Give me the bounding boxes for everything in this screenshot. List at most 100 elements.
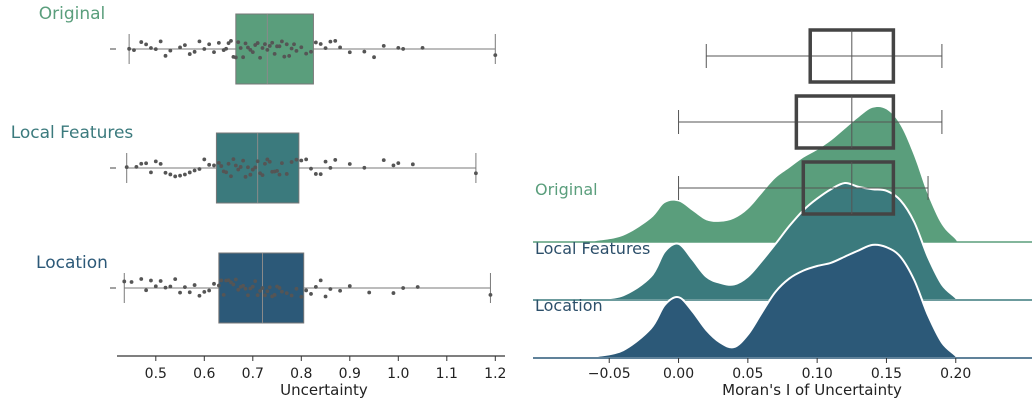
data-point-local-features [149, 170, 153, 175]
data-point-location [168, 284, 173, 289]
data-point-local-features [396, 161, 401, 166]
data-point-local-features [248, 172, 253, 177]
data-point-local-features [173, 174, 178, 179]
data-point-original [238, 46, 243, 50]
data-point-location [328, 287, 333, 291]
data-point-original [233, 55, 238, 60]
data-point-location [284, 291, 289, 296]
data-point-local-features [192, 168, 197, 173]
box-location [801, 160, 896, 216]
data-point-original [241, 55, 246, 60]
data-point-location [250, 284, 255, 289]
data-point-original [328, 39, 333, 44]
data-point-local-features [216, 160, 221, 165]
data-point-original [255, 41, 260, 45]
data-point-original [132, 48, 136, 52]
data-point-local-features [202, 157, 207, 162]
data-point-location [236, 287, 241, 292]
data-point-local-features [284, 172, 289, 176]
data-point-local-features [304, 157, 309, 162]
box-local-features [794, 94, 896, 150]
data-point-original [381, 43, 386, 48]
ridgeline-panel: Original Local Features Location −0.05 0.00 0… [533, 28, 1032, 399]
data-point-original [187, 52, 192, 56]
data-point-location [488, 292, 493, 297]
data-point-local-features [233, 163, 238, 168]
box-group-local-features: Local Features [11, 123, 478, 204]
data-point-original [260, 46, 265, 50]
data-point-original [338, 45, 342, 50]
data-point-original [289, 46, 294, 51]
data-point-original [226, 41, 231, 46]
data-point-local-features [158, 161, 163, 166]
data-point-original [263, 42, 267, 47]
data-point-location [139, 277, 144, 281]
data-point-local-features [299, 158, 304, 163]
data-point-original [420, 45, 425, 50]
x-tick-label-left: 0.5 [145, 366, 167, 382]
series-label-original: Original [39, 4, 106, 24]
data-point-local-features [294, 157, 299, 162]
x-axis-label-right: Moran's I of Uncertainty [722, 381, 902, 399]
series-label-location: Location [36, 253, 108, 273]
data-point-local-features [323, 159, 328, 164]
data-point-original [280, 39, 284, 44]
data-point-location [207, 288, 212, 293]
x-tick-label-right: 0.15 [871, 366, 902, 382]
data-point-local-features [168, 172, 173, 177]
x-tick-label-left: 0.6 [193, 366, 215, 382]
density-area-location [533, 243, 1032, 359]
data-point-original [277, 44, 282, 49]
data-point-local-features [253, 165, 258, 170]
box-overlay-original [705, 28, 943, 84]
data-point-local-features [219, 164, 224, 168]
data-point-local-features [309, 166, 313, 171]
data-point-location [246, 293, 250, 298]
data-point-local-features [236, 167, 241, 172]
series-label-location: Location [535, 296, 603, 315]
data-point-original [127, 46, 132, 51]
data-point-local-features [255, 159, 260, 164]
data-point-original [197, 39, 202, 44]
data-point-original [202, 47, 207, 51]
data-point-local-features [347, 162, 352, 166]
data-point-location [263, 293, 267, 298]
data-point-location [192, 283, 197, 287]
data-point-location [153, 284, 158, 289]
data-point-original [372, 55, 376, 60]
box-overlay-location [678, 160, 929, 216]
data-point-original [248, 48, 253, 52]
data-point-local-features [474, 171, 478, 176]
data-point-location [299, 294, 304, 299]
data-point-location [289, 293, 294, 298]
data-point-location [260, 286, 265, 290]
data-point-local-features [238, 165, 243, 169]
data-point-local-features [178, 173, 182, 178]
data-point-local-features [333, 158, 338, 162]
data-point-local-features [328, 165, 333, 170]
data-point-original [362, 49, 367, 54]
data-point-location [309, 292, 313, 296]
data-point-original [309, 49, 313, 54]
data-point-original [272, 52, 277, 56]
x-axis-label-left: Uncertainty [280, 381, 368, 399]
data-point-original [493, 53, 498, 57]
box-overlay-local-features [678, 94, 943, 150]
data-point-location [163, 285, 168, 290]
data-point-original [153, 47, 158, 52]
ridge-group-location: Location [533, 243, 1032, 359]
data-point-local-features [246, 165, 250, 170]
x-tick-label-right: 0.00 [663, 366, 694, 382]
data-point-local-features [139, 161, 144, 166]
data-point-location [318, 278, 323, 283]
data-point-location [178, 290, 182, 295]
x-tick-label-left: 1.1 [436, 366, 458, 382]
data-point-local-features [313, 172, 318, 176]
data-point-local-features [144, 161, 149, 166]
x-tick-label-left: 0.7 [242, 366, 264, 382]
data-point-location [347, 284, 352, 288]
data-point-local-features [197, 167, 202, 171]
data-point-location [212, 281, 216, 286]
data-point-location [202, 290, 207, 294]
